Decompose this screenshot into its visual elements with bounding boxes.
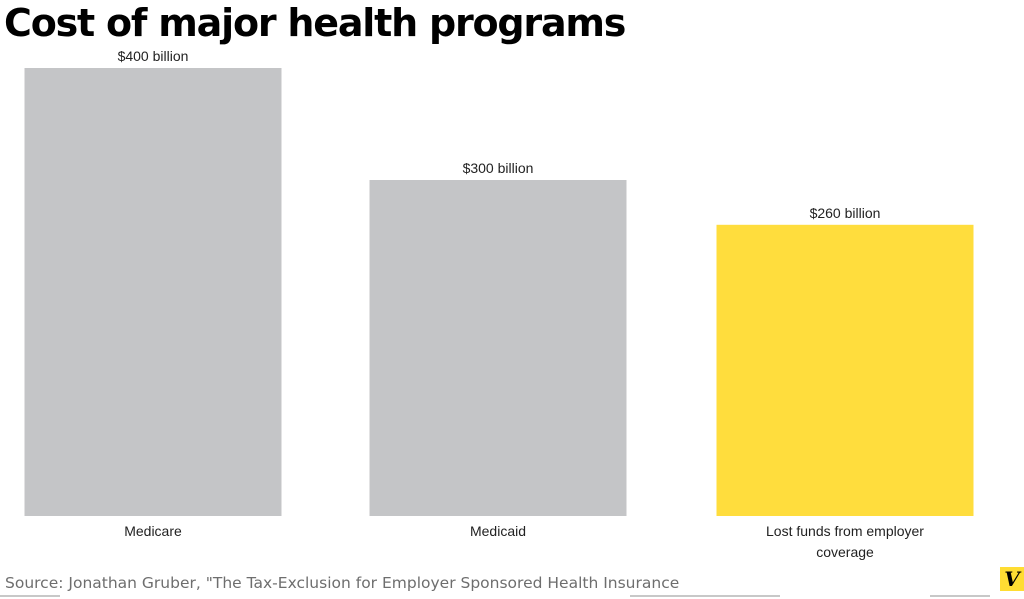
bar-3 bbox=[716, 224, 974, 517]
data-label-2: $300 billion bbox=[463, 160, 534, 176]
chart-title: Cost of major health programs bbox=[4, 1, 626, 45]
data-label-3: $260 billion bbox=[810, 205, 881, 221]
vox-logo: V bbox=[1000, 567, 1024, 591]
category-label-3-line-1: Lost funds from employer bbox=[766, 523, 924, 539]
bar-2 bbox=[369, 180, 627, 516]
category-label-2: Medicaid bbox=[470, 523, 526, 539]
cut-off-text-row bbox=[0, 594, 1000, 599]
category-label-1: Medicare bbox=[124, 523, 182, 539]
bar-chart: $400 billion Medicare $300 billion Medicaid… bbox=[24, 48, 974, 560]
bar-1 bbox=[24, 68, 282, 516]
source-note: Source: Jonathan Gruber, "The Tax-Exclus… bbox=[5, 574, 680, 592]
category-label-3-line-2: coverage bbox=[816, 544, 874, 560]
data-label-1: $400 billion bbox=[118, 48, 189, 64]
